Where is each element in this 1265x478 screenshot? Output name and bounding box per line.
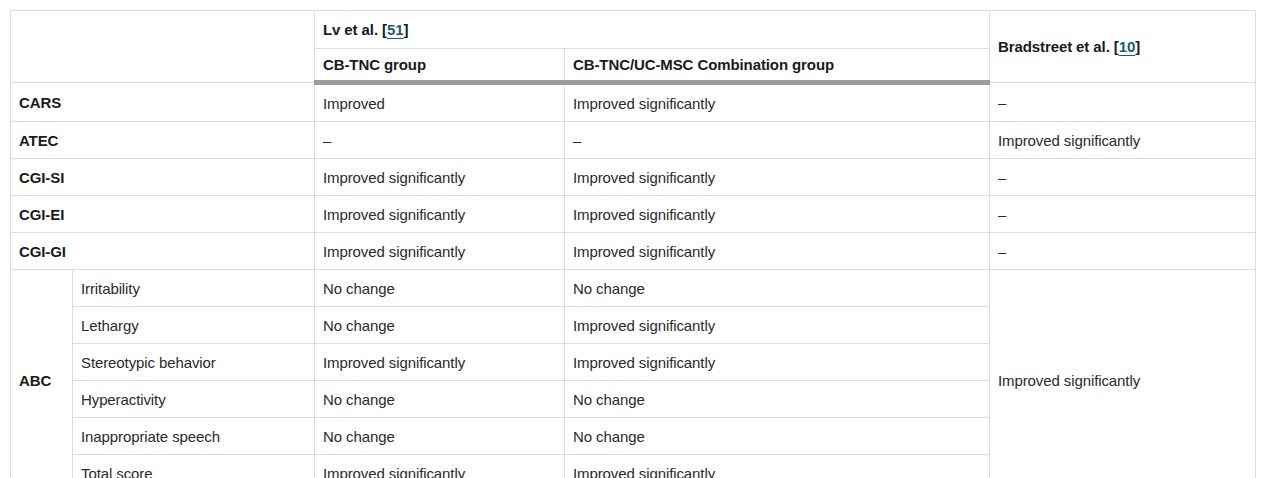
sublabel-irritability: Irritability [73, 270, 315, 307]
study-lv-text: Lv et al. [ [323, 21, 387, 38]
cell-stereotypic-cb-tnc: Improved significantly [315, 344, 565, 381]
table-row-cgi-si: CGI-SI Improved significantly Improved s… [11, 159, 1256, 196]
cell-cgi-gi-combination: Improved significantly [565, 233, 990, 270]
cell-lethargy-cb-tnc: No change [315, 307, 565, 344]
study-bradstreet-bracket: ] [1135, 38, 1140, 55]
cell-cgi-ei-combination: Improved significantly [565, 196, 990, 233]
cell-atec-bradstreet: Improved significantly [990, 122, 1256, 159]
cell-cgi-si-cb-tnc: Improved significantly [315, 159, 565, 196]
cell-cgi-gi-bradstreet: – [990, 233, 1256, 270]
row-label-cgi-gi: CGI-GI [11, 233, 315, 270]
cell-irritability-cb-tnc: No change [315, 270, 565, 307]
cell-inappropriate-speech-combination: No change [565, 418, 990, 455]
group-header-combination: CB-TNC/UC-MSC Combination group [565, 49, 990, 83]
cell-hyperactivity-combination: No change [565, 381, 990, 418]
cell-cgi-ei-bradstreet: – [990, 196, 1256, 233]
cell-total-score-cb-tnc: Improved significantly [315, 455, 565, 478]
study-lv-bracket: ] [403, 21, 408, 38]
corner-cell [11, 11, 315, 83]
cell-atec-cb-tnc: – [315, 122, 565, 159]
cell-cgi-si-combination: Improved significantly [565, 159, 990, 196]
table-row-atec: ATEC – – Improved significantly [11, 122, 1256, 159]
cell-cgi-ei-cb-tnc: Improved significantly [315, 196, 565, 233]
cell-total-score-combination: Improved significantly [565, 455, 990, 478]
outcomes-table-container: Lv et al. [51] Bradstreet et al. [10] CB… [10, 10, 1255, 478]
cell-cgi-gi-cb-tnc: Improved significantly [315, 233, 565, 270]
sublabel-hyperactivity: Hyperactivity [73, 381, 315, 418]
table-row-cars: CARS Improved Improved significantly – [11, 83, 1256, 122]
row-label-atec: ATEC [11, 122, 315, 159]
sublabel-inappropriate-speech: Inappropriate speech [73, 418, 315, 455]
row-label-abc: ABC [11, 270, 73, 478]
cell-cgi-si-bradstreet: – [990, 159, 1256, 196]
sublabel-lethargy: Lethargy [73, 307, 315, 344]
row-label-cars: CARS [11, 83, 315, 122]
cell-inappropriate-speech-cb-tnc: No change [315, 418, 565, 455]
row-label-cgi-si: CGI-SI [11, 159, 315, 196]
sublabel-stereotypic-behavior: Stereotypic behavior [73, 344, 315, 381]
cell-abc-bradstreet: Improved significantly [990, 270, 1256, 478]
cell-hyperactivity-cb-tnc: No change [315, 381, 565, 418]
citation-link-10[interactable]: 10 [1119, 38, 1136, 55]
sublabel-total-score: Total score [73, 455, 315, 478]
group-header-cb-tnc: CB-TNC group [315, 49, 565, 83]
cell-irritability-combination: No change [565, 270, 990, 307]
cell-cars-cb-tnc: Improved [315, 83, 565, 122]
cell-atec-combination: – [565, 122, 990, 159]
outcomes-comparison-table: Lv et al. [51] Bradstreet et al. [10] CB… [10, 10, 1256, 478]
cell-stereotypic-combination: Improved significantly [565, 344, 990, 381]
study-header-lv: Lv et al. [51] [315, 11, 990, 49]
cell-lethargy-combination: Improved significantly [565, 307, 990, 344]
header-row-studies: Lv et al. [51] Bradstreet et al. [10] [11, 11, 1256, 49]
study-bradstreet-text: Bradstreet et al. [ [998, 38, 1119, 55]
table-row-abc-irritability: ABC Irritability No change No change Imp… [11, 270, 1256, 307]
table-row-cgi-ei: CGI-EI Improved significantly Improved s… [11, 196, 1256, 233]
cell-cars-combination: Improved significantly [565, 83, 990, 122]
table-row-cgi-gi: CGI-GI Improved significantly Improved s… [11, 233, 1256, 270]
cell-cars-bradstreet: – [990, 83, 1256, 122]
study-header-bradstreet: Bradstreet et al. [10] [990, 11, 1256, 83]
row-label-cgi-ei: CGI-EI [11, 196, 315, 233]
citation-link-51[interactable]: 51 [387, 21, 404, 38]
